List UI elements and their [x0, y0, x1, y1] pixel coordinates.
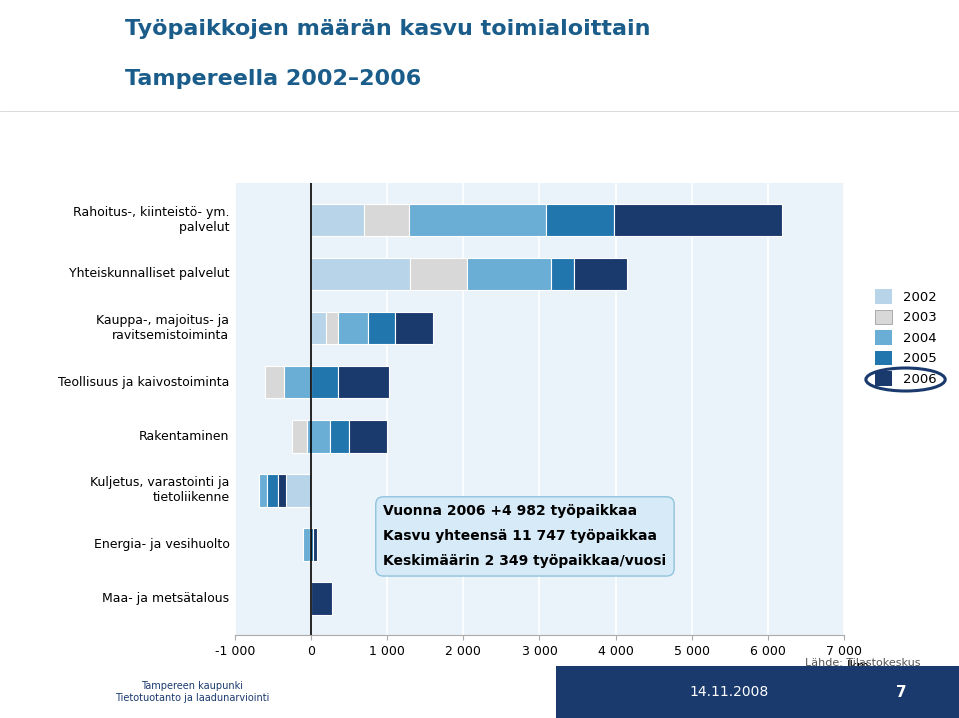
Bar [259, 474, 267, 507]
Bar [550, 258, 573, 290]
Bar [311, 204, 364, 236]
Legend: 2002, 2003, 2004, 2005, 2006: 2002, 2003, 2004, 2005, 2006 [875, 289, 936, 386]
Bar [314, 528, 317, 561]
Bar [330, 420, 349, 452]
Bar [310, 528, 314, 561]
Bar [410, 258, 467, 290]
Bar [368, 312, 395, 345]
Bar [573, 258, 627, 290]
FancyBboxPatch shape [556, 666, 959, 718]
Bar [326, 312, 338, 345]
Bar [285, 366, 311, 398]
Bar [278, 474, 286, 507]
Bar [311, 582, 333, 615]
Bar [311, 258, 410, 290]
Bar [273, 474, 311, 507]
Bar [303, 528, 311, 561]
Bar [311, 312, 326, 345]
Text: Tampereella 2002–2006: Tampereella 2002–2006 [125, 69, 421, 89]
Bar [467, 258, 550, 290]
Bar [292, 420, 311, 452]
Bar [266, 366, 285, 398]
Bar [267, 474, 278, 507]
Bar [266, 366, 311, 398]
Bar [311, 366, 338, 398]
Bar [395, 312, 433, 345]
Bar [303, 528, 310, 561]
Bar [614, 204, 782, 236]
Text: Tampereen kaupunki
Tietotuotanto ja laadunarviointi: Tampereen kaupunki Tietotuotanto ja laad… [115, 681, 269, 703]
Bar [307, 420, 330, 452]
Bar [409, 204, 546, 236]
Bar [349, 420, 387, 452]
Text: 7: 7 [896, 685, 907, 699]
Text: 14.11.2008: 14.11.2008 [690, 685, 768, 699]
Bar [338, 312, 368, 345]
Bar [292, 420, 307, 452]
Text: lkm: lkm [847, 661, 870, 673]
Bar [338, 366, 389, 398]
Text: Vuonna 2006 +4 982 työpaikkaa
Kasvu yhteensä 11 747 työpaikkaa
Keskimäärin 2 349: Vuonna 2006 +4 982 työpaikkaa Kasvu yhte… [384, 505, 667, 569]
Bar [546, 204, 614, 236]
Text: Työpaikkojen määrän kasvu toimialoittain: Työpaikkojen määrän kasvu toimialoittain [125, 19, 650, 39]
Bar [364, 204, 409, 236]
Text: Lähde: Tilastokeskus: Lähde: Tilastokeskus [806, 658, 921, 668]
Bar [259, 474, 273, 507]
